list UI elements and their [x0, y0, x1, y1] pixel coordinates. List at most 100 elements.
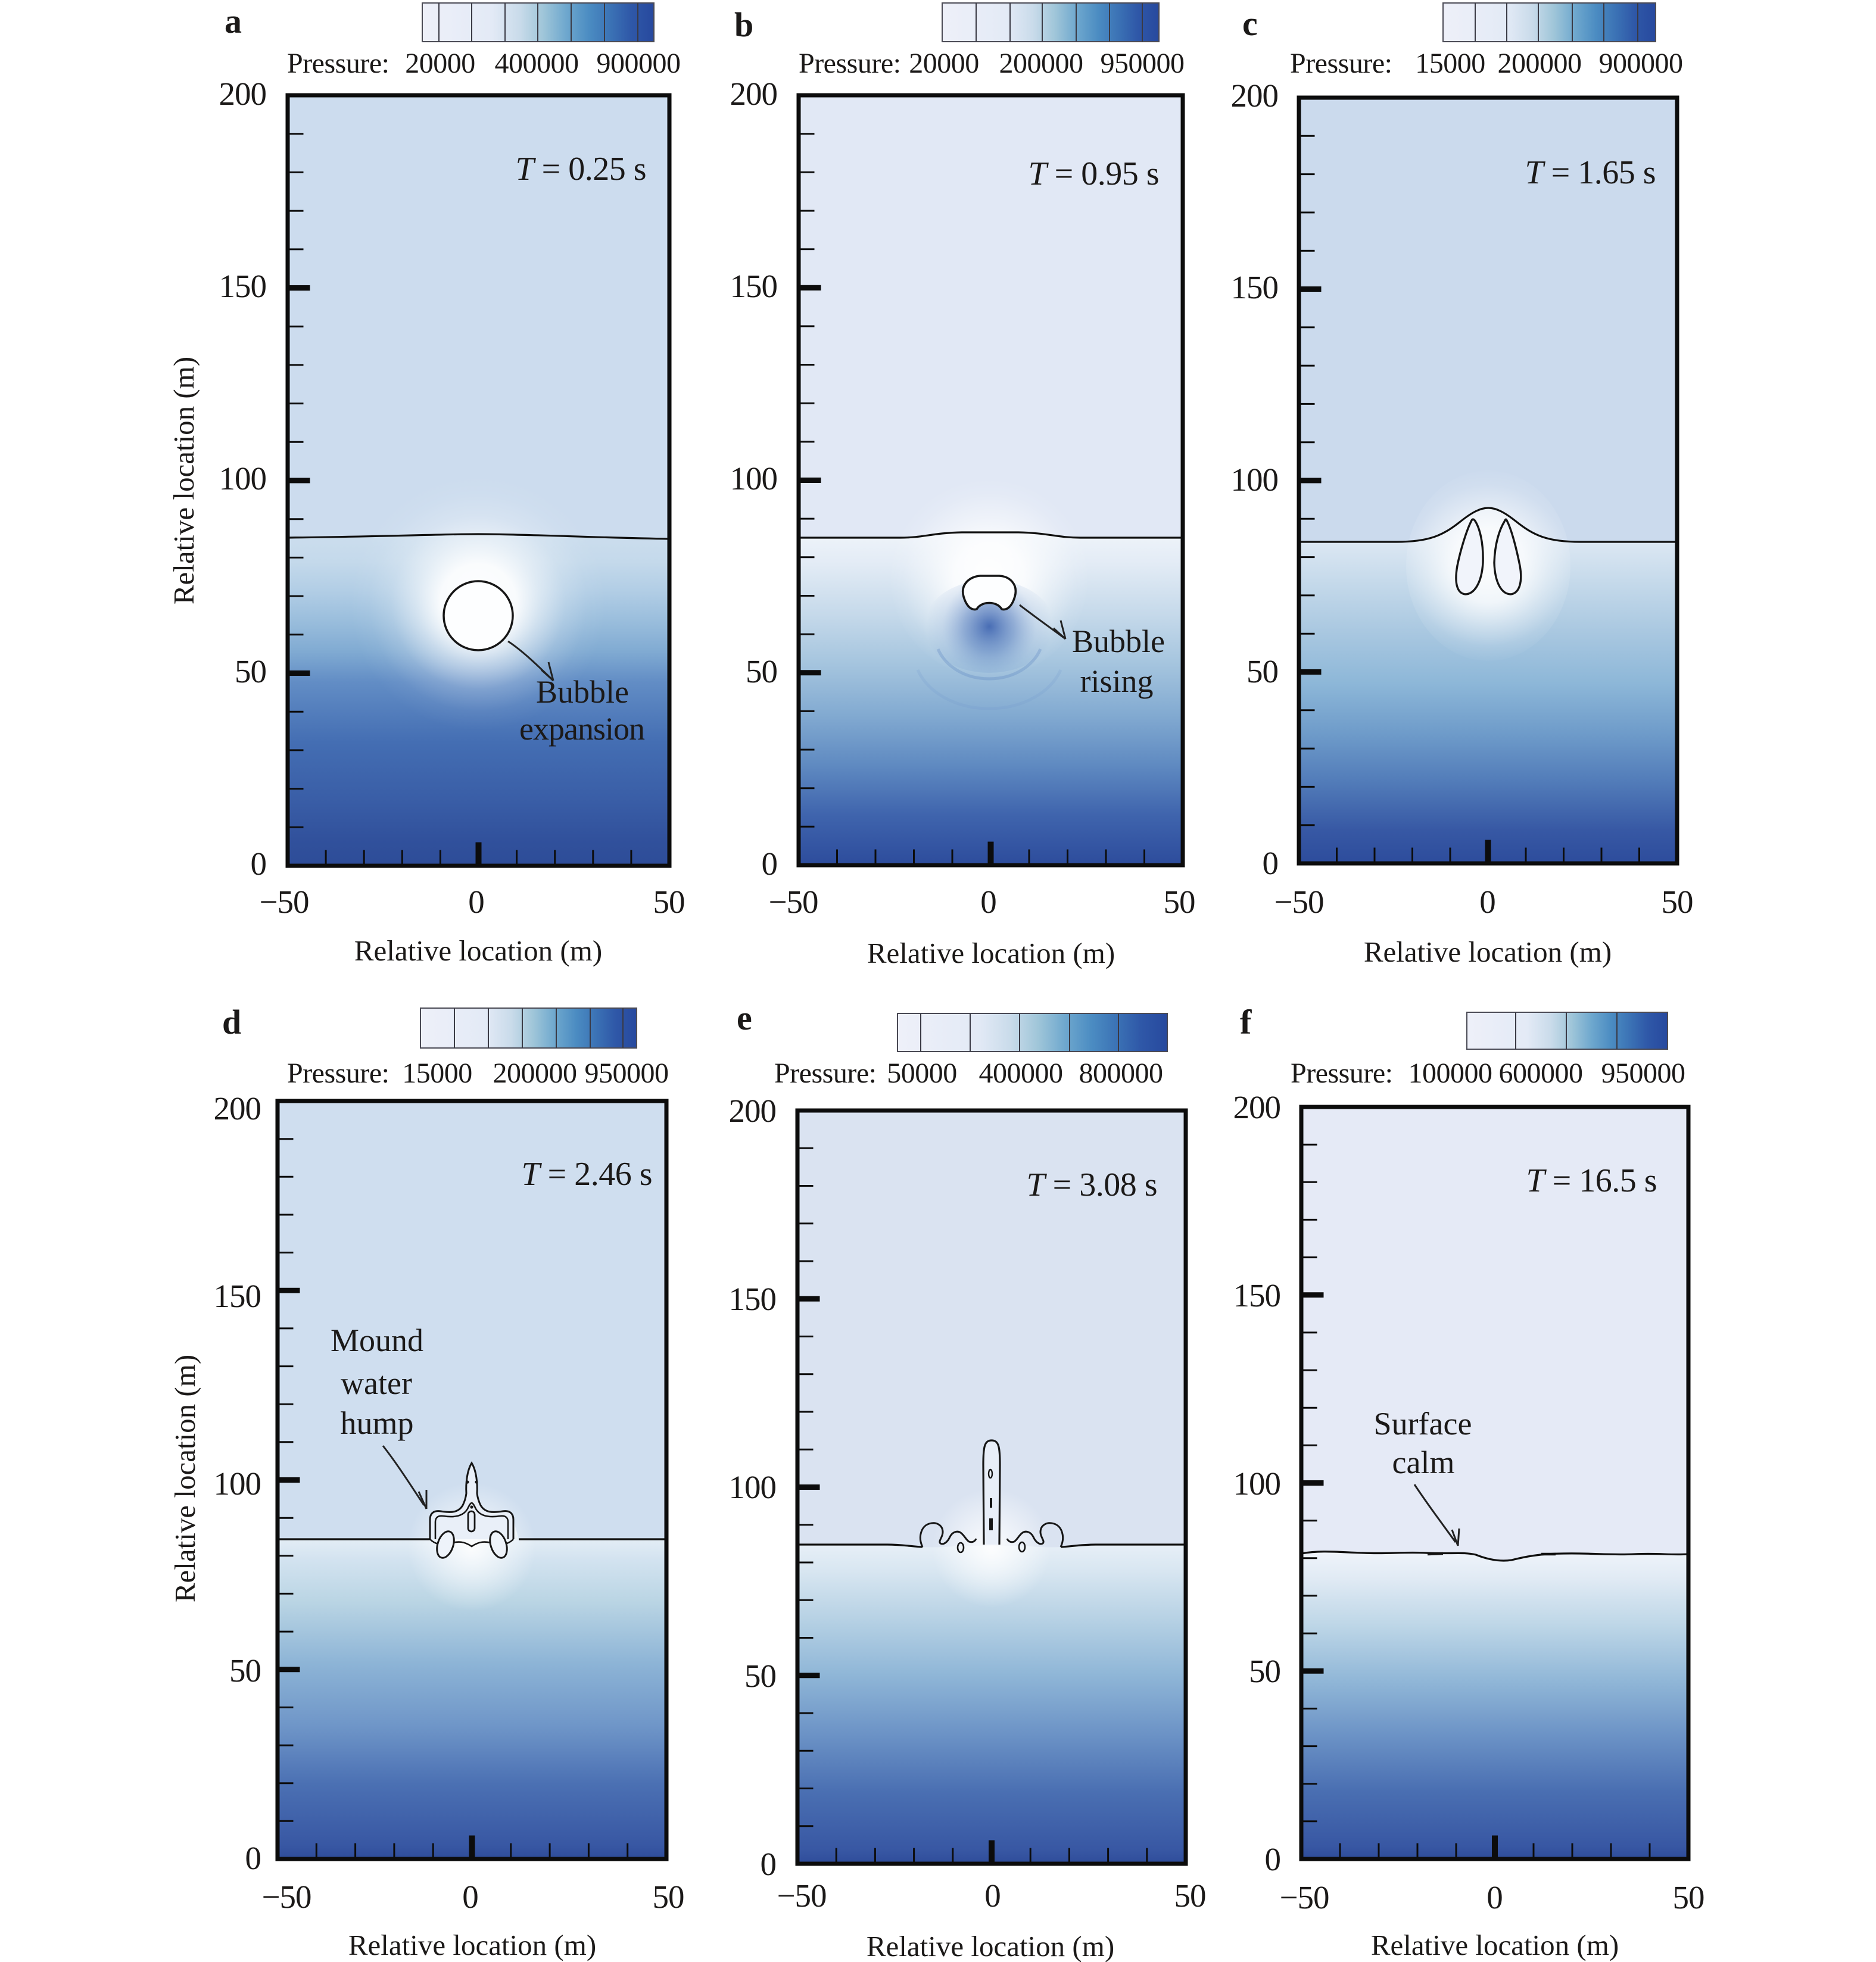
svg-text:150: 150	[729, 1281, 777, 1317]
svg-text:150: 150	[1231, 269, 1279, 305]
svg-text:150: 150	[214, 1278, 261, 1314]
svg-text:Mound: Mound	[331, 1322, 423, 1358]
svg-text:0: 0	[251, 846, 267, 882]
svg-text:950000: 950000	[585, 1058, 669, 1089]
svg-text:Relative location (m): Relative location (m)	[354, 934, 602, 967]
svg-text:950000: 950000	[1101, 48, 1185, 79]
svg-text:Pressure:: Pressure:	[287, 48, 389, 79]
svg-text:600000: 600000	[1499, 1058, 1583, 1089]
svg-text:0: 0	[462, 1879, 479, 1915]
svg-text:100: 100	[1231, 461, 1279, 498]
svg-text:T = 2.46 s: T = 2.46 s	[521, 1156, 652, 1193]
svg-text:200: 200	[1231, 77, 1279, 114]
svg-text:f: f	[1240, 1003, 1252, 1041]
svg-text:Pressure:: Pressure:	[1291, 1058, 1392, 1089]
svg-text:15000: 15000	[402, 1058, 472, 1089]
svg-text:200000: 200000	[1498, 48, 1582, 79]
svg-text:Relative location (m): Relative location (m)	[867, 1930, 1114, 1962]
svg-text:900000: 900000	[1599, 48, 1683, 79]
svg-text:200: 200	[729, 1093, 777, 1129]
svg-text:Pressure:: Pressure:	[774, 1058, 876, 1089]
svg-text:20000: 20000	[405, 48, 475, 79]
svg-text:−50: −50	[768, 884, 818, 920]
svg-text:0: 0	[761, 1846, 777, 1882]
svg-text:calm: calm	[1392, 1445, 1455, 1480]
svg-text:0: 0	[1479, 884, 1496, 920]
svg-text:950000: 950000	[1601, 1058, 1685, 1089]
svg-text:0: 0	[1265, 1841, 1281, 1877]
svg-text:400000: 400000	[979, 1058, 1063, 1089]
svg-text:50: 50	[235, 653, 266, 690]
svg-text:200000: 200000	[999, 48, 1083, 79]
svg-text:50: 50	[744, 1658, 776, 1694]
svg-text:50: 50	[1164, 884, 1195, 920]
svg-text:200000: 200000	[493, 1058, 577, 1089]
svg-text:−50: −50	[259, 884, 308, 920]
svg-text:800000: 800000	[1079, 1058, 1163, 1089]
svg-text:50: 50	[653, 1879, 684, 1915]
svg-text:T = 16.5 s: T = 16.5 s	[1526, 1162, 1657, 1199]
svg-text:0: 0	[468, 884, 485, 920]
svg-text:100000: 100000	[1408, 1058, 1492, 1089]
svg-text:0: 0	[1263, 845, 1279, 881]
svg-text:0: 0	[1487, 1879, 1503, 1916]
svg-text:0: 0	[984, 1877, 1001, 1914]
svg-text:100: 100	[214, 1465, 261, 1502]
svg-text:hump: hump	[340, 1405, 413, 1441]
svg-text:20000: 20000	[909, 48, 979, 79]
svg-text:Pressure:: Pressure:	[1290, 48, 1392, 79]
svg-text:100: 100	[1233, 1465, 1281, 1502]
svg-text:50: 50	[1249, 1653, 1280, 1689]
svg-text:Bubble: Bubble	[1072, 623, 1165, 659]
svg-text:e: e	[737, 999, 752, 1037]
svg-text:0: 0	[762, 846, 778, 882]
svg-text:100: 100	[730, 460, 778, 497]
svg-text:200: 200	[214, 1090, 261, 1127]
svg-text:100: 100	[729, 1469, 777, 1505]
svg-text:Relative location (m): Relative location (m)	[1371, 1929, 1619, 1961]
svg-text:d: d	[222, 1003, 241, 1041]
svg-text:0: 0	[245, 1840, 261, 1876]
svg-text:T = 1.65 s: T = 1.65 s	[1525, 154, 1656, 191]
svg-text:Relative location (m): Relative location (m)	[169, 1355, 201, 1602]
svg-text:200: 200	[219, 76, 267, 112]
svg-text:50: 50	[1673, 1879, 1704, 1916]
svg-text:Pressure:: Pressure:	[287, 1058, 389, 1089]
svg-text:50: 50	[653, 884, 685, 920]
svg-text:water: water	[341, 1365, 412, 1401]
svg-text:−50: −50	[261, 1879, 311, 1915]
svg-text:T = 0.95 s: T = 0.95 s	[1028, 155, 1159, 192]
svg-text:−50: −50	[1274, 884, 1323, 920]
svg-text:Relative location (m): Relative location (m)	[348, 1929, 596, 1961]
svg-text:50000: 50000	[887, 1058, 957, 1089]
svg-text:Bubble: Bubble	[536, 674, 629, 710]
svg-text:50: 50	[746, 653, 777, 690]
svg-text:Relative location (m): Relative location (m)	[167, 357, 200, 604]
svg-text:50: 50	[1174, 1877, 1206, 1914]
svg-text:0: 0	[980, 884, 997, 920]
svg-text:200: 200	[1233, 1089, 1281, 1125]
svg-text:c: c	[1242, 4, 1258, 43]
svg-text:T = 3.08 s: T = 3.08 s	[1026, 1166, 1157, 1203]
svg-text:150: 150	[219, 268, 267, 304]
svg-text:a: a	[225, 2, 242, 40]
svg-text:200: 200	[730, 76, 778, 112]
svg-text:15000: 15000	[1415, 48, 1485, 79]
svg-text:Relative location (m): Relative location (m)	[867, 937, 1115, 969]
svg-text:rising: rising	[1080, 663, 1153, 699]
svg-text:−50: −50	[1279, 1879, 1329, 1916]
svg-text:T = 0.25 s: T = 0.25 s	[515, 151, 646, 188]
svg-text:Relative location (m): Relative location (m)	[1364, 935, 1612, 968]
svg-text:−50: −50	[777, 1877, 826, 1914]
svg-text:100: 100	[219, 460, 267, 497]
svg-text:Surface: Surface	[1374, 1406, 1472, 1442]
svg-text:expansion: expansion	[519, 711, 645, 747]
svg-text:50: 50	[1662, 884, 1693, 920]
svg-text:Pressure:: Pressure:	[799, 48, 900, 79]
svg-text:50: 50	[229, 1652, 261, 1689]
svg-text:900000: 900000	[597, 48, 681, 79]
svg-text:150: 150	[730, 268, 778, 304]
svg-text:400000: 400000	[495, 48, 579, 79]
svg-text:150: 150	[1233, 1277, 1281, 1314]
svg-text:b: b	[734, 5, 753, 44]
